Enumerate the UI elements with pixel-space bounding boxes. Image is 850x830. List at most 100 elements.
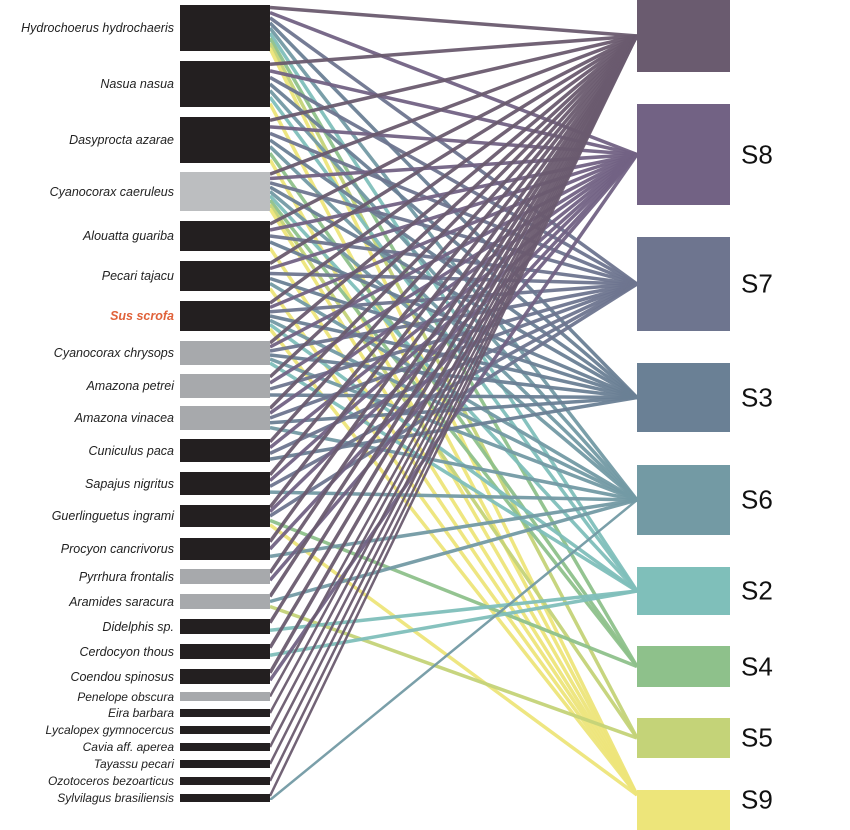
link-11-S1 <box>268 34 639 476</box>
link-10-S1 <box>268 34 639 444</box>
link-4-S1 <box>269 34 638 226</box>
link-5-S8 <box>269 152 638 271</box>
species-label: Aramides saracura <box>69 594 174 609</box>
module-label: S3 <box>741 382 773 412</box>
species-node <box>180 505 270 527</box>
link-12-S1 <box>268 34 639 509</box>
link-23-S1 <box>268 35 639 765</box>
link-17-S1 <box>268 35 639 649</box>
module-label: S6 <box>741 484 773 515</box>
species-node <box>180 172 270 211</box>
species-label: Ozotoceros bezoarticus <box>47 774 174 788</box>
module-label: S2 <box>741 575 773 606</box>
link-7-S8 <box>269 152 638 349</box>
species-label: Procyon cancrivorus <box>60 542 174 556</box>
species-label: Amazona vinacea <box>74 411 174 425</box>
module-label: S7 <box>741 268 773 299</box>
link-5-S7 <box>269 271 638 286</box>
module-node-S7 <box>637 237 730 331</box>
module-node-S3 <box>637 363 730 432</box>
species-label: Eira barbara <box>107 706 174 720</box>
species-node <box>180 341 270 365</box>
module-label: S5 <box>741 722 773 753</box>
species-label: Guerlinguetus ingrami <box>51 509 174 523</box>
species-node <box>180 644 270 659</box>
species-node <box>180 669 270 684</box>
species-node <box>180 472 270 495</box>
link-8-S1 <box>268 34 639 379</box>
link-5-S1 <box>269 34 638 265</box>
species-node <box>180 301 270 331</box>
module-label: S8 <box>741 139 773 169</box>
link-3-S4 <box>268 199 639 668</box>
link-4-S8 <box>269 152 638 232</box>
module-label: S4 <box>741 651 773 681</box>
species-label: Penelope obscura <box>77 689 174 704</box>
species-node <box>180 117 270 163</box>
species-node <box>180 406 270 430</box>
module-node-S1 <box>637 0 730 72</box>
link-1-S1 <box>269 34 638 67</box>
link-0-S1 <box>269 5 638 38</box>
module-node-S5 <box>637 718 730 758</box>
link-11-S6 <box>269 490 638 502</box>
link-9-S1 <box>268 34 639 410</box>
link-6-S8 <box>269 152 638 310</box>
species-node <box>180 692 270 701</box>
link-10-S8 <box>268 153 639 449</box>
link-25-S6 <box>269 499 638 800</box>
link-25-S1 <box>268 35 639 797</box>
species-label: Lycalopex gymnocercus <box>45 723 174 737</box>
link-13-S6 <box>269 498 638 559</box>
link-16-S2 <box>269 589 638 632</box>
link-13-S1 <box>268 34 639 543</box>
link-6-S7 <box>269 282 638 314</box>
species-label: Hydrochoerus hydrochaeris <box>21 21 174 35</box>
species-node <box>180 594 270 609</box>
module-node-S4 <box>637 646 730 687</box>
link-1-S7 <box>269 75 638 286</box>
link-21-S1 <box>268 35 639 731</box>
species-node <box>180 569 270 584</box>
species-node <box>180 794 270 802</box>
link-10-S3 <box>269 395 638 461</box>
link-6-S1 <box>268 34 639 305</box>
species-node <box>180 777 270 785</box>
species-node <box>180 61 270 107</box>
species-node <box>180 743 270 751</box>
link-20-S1 <box>268 35 639 714</box>
species-node <box>180 709 270 717</box>
link-18-S1 <box>268 35 639 674</box>
species-label: Sylvilagus brasiliensis <box>57 791 174 805</box>
link-2-S1 <box>269 34 638 122</box>
species-node <box>180 726 270 734</box>
module-node-S9 <box>637 790 730 830</box>
link-3-S3 <box>269 185 638 400</box>
module-node-S8 <box>637 104 730 205</box>
species-node <box>180 760 270 768</box>
link-9-S6 <box>269 425 638 502</box>
link-2-S6 <box>268 145 639 502</box>
species-node <box>180 5 270 51</box>
link-3-S7 <box>269 181 638 286</box>
species-node <box>180 261 270 291</box>
species-node <box>180 439 270 462</box>
module-node-S6 <box>637 465 730 535</box>
species-label: Pecari tajacu <box>101 269 174 283</box>
link-16-S1 <box>268 35 639 624</box>
species-label: Sus scrofa <box>110 309 174 323</box>
species-node <box>180 221 270 251</box>
species-label: Tayassu pecari <box>93 757 174 771</box>
species-label: Didelphis sp. <box>102 619 174 634</box>
link-7-S1 <box>268 34 639 345</box>
species-node <box>180 374 270 398</box>
link-3-S1 <box>269 34 638 176</box>
species-label: Cyanocorax chrysops <box>53 346 174 360</box>
module-node-S2 <box>637 567 730 615</box>
species-label: Alouatta guariba <box>82 229 174 243</box>
species-label: Sapajus nigritus <box>85 476 174 491</box>
species-label: Cyanocorax caeruleus <box>49 184 174 199</box>
species-node <box>180 538 270 560</box>
species-label: Cerdocyon thous <box>79 644 174 659</box>
link-4-S7 <box>269 234 638 286</box>
